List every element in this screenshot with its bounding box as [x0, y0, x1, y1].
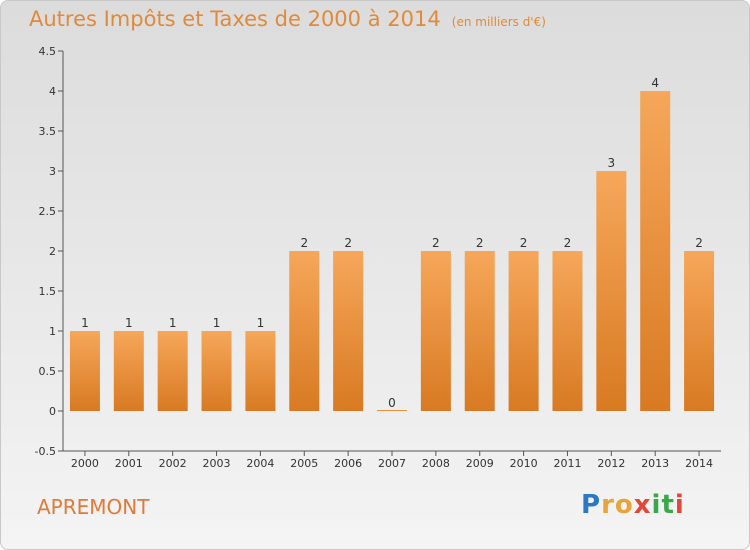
- y-tick-label: 0.5: [39, 365, 57, 378]
- x-tick-label: 2005: [290, 457, 318, 470]
- logo-letter: r: [601, 490, 615, 520]
- commune-name: APREMONT: [37, 495, 150, 519]
- y-tick-label: 3.5: [39, 125, 57, 138]
- bar: [201, 331, 232, 411]
- bar-value-label: 2: [695, 236, 703, 250]
- x-tick-label: 2006: [334, 457, 362, 470]
- bar: [552, 251, 583, 411]
- bar: [596, 171, 627, 411]
- bar: [508, 251, 539, 411]
- bar-value-label: 2: [344, 236, 352, 250]
- bar-value-label: 0: [388, 396, 396, 410]
- x-tick-label: 2013: [641, 457, 669, 470]
- x-tick-label: 2011: [553, 457, 581, 470]
- x-tick-label: 2000: [71, 457, 99, 470]
- bar-value-label: 2: [520, 236, 528, 250]
- bar-value-label: 1: [125, 316, 133, 330]
- x-tick-label: 2009: [466, 457, 494, 470]
- logo-letter: P: [581, 490, 602, 520]
- bar: [289, 251, 320, 411]
- bar-value-label: 3: [608, 156, 616, 170]
- y-tick-label: 4: [49, 85, 56, 98]
- bar-value-label: 2: [300, 236, 308, 250]
- bar-value-label: 4: [651, 76, 659, 90]
- chart-title: Autres Impôts et Taxes de 2000 à 2014: [29, 7, 441, 31]
- bar-value-label: 1: [169, 316, 177, 330]
- y-tick-label: 1: [49, 325, 56, 338]
- x-tick-label: 2012: [597, 457, 625, 470]
- bar: [464, 251, 495, 411]
- bar: [69, 331, 100, 411]
- bar: [640, 91, 671, 411]
- bar: [684, 251, 715, 411]
- bar: [113, 331, 144, 411]
- bar-value-label: 1: [81, 316, 89, 330]
- x-tick-label: 2008: [422, 457, 450, 470]
- y-tick-label: -0.5: [35, 445, 56, 458]
- bar-value-label: 1: [213, 316, 221, 330]
- bar-value-label: 2: [476, 236, 484, 250]
- proxiti-logo: Proxiti: [581, 490, 685, 520]
- bar: [377, 410, 407, 411]
- x-tick-label: 2004: [246, 457, 274, 470]
- bar-value-label: 2: [432, 236, 440, 250]
- logo-letter: x: [633, 490, 652, 520]
- y-tick-label: 1.5: [39, 285, 57, 298]
- x-tick-label: 2001: [115, 457, 143, 470]
- bar-value-label: 1: [257, 316, 265, 330]
- logo-letter: t: [661, 490, 675, 520]
- x-tick-label: 2014: [685, 457, 713, 470]
- x-tick-label: 2010: [510, 457, 538, 470]
- chart-title-row: Autres Impôts et Taxes de 2000 à 2014 (e…: [29, 7, 546, 31]
- bar: [333, 251, 364, 411]
- y-tick-label: 0: [49, 405, 56, 418]
- x-tick-label: 2003: [203, 457, 231, 470]
- logo-letter: i: [674, 490, 685, 520]
- y-tick-label: 2.5: [39, 205, 57, 218]
- y-tick-label: 4.5: [39, 45, 57, 58]
- y-tick-label: 2: [49, 245, 56, 258]
- x-tick-label: 2002: [159, 457, 187, 470]
- x-tick-label: 2007: [378, 457, 406, 470]
- bar: [157, 331, 188, 411]
- logo-letter: o: [614, 490, 634, 520]
- bar-value-label: 2: [564, 236, 572, 250]
- bar: [420, 251, 451, 411]
- bar: [245, 331, 276, 411]
- y-tick-label: 3: [49, 165, 56, 178]
- logo-letter: i: [651, 490, 662, 520]
- chart-subtitle: (en milliers d'€): [451, 15, 546, 29]
